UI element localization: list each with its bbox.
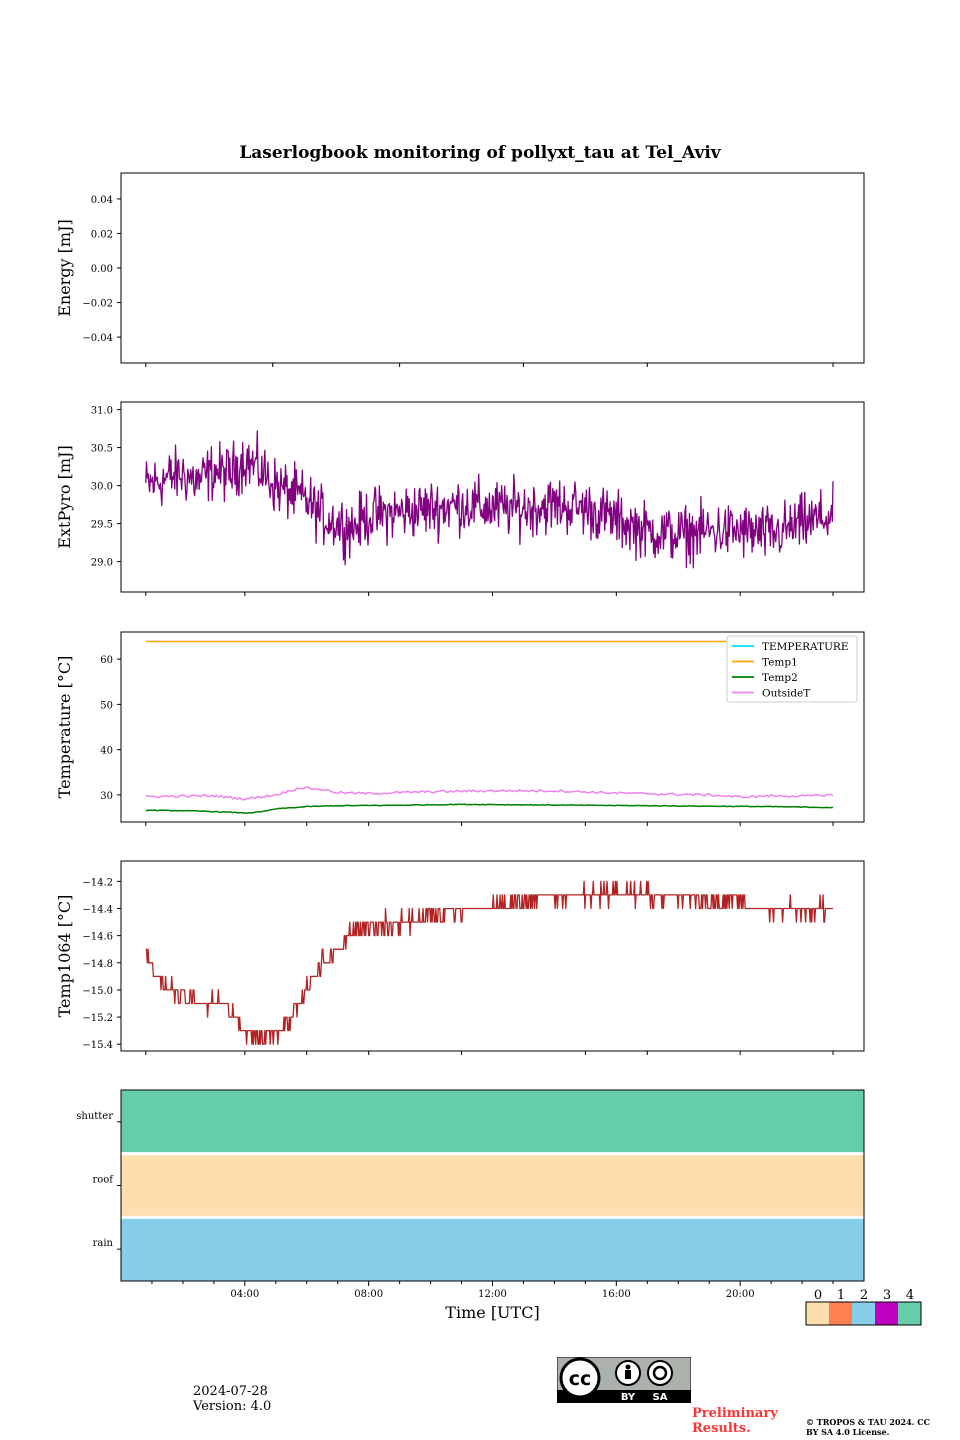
colorbar-cell-0 bbox=[806, 1302, 829, 1325]
ytick-label-rain: rain bbox=[93, 1238, 114, 1249]
ytick-label: 0.02 bbox=[91, 229, 113, 240]
panel-2: 29.0 29.5 30.0 30.5 31.0 ExtPyro [mJ] bbox=[55, 401, 865, 596]
ytick-label: 30.5 bbox=[91, 444, 113, 455]
ytick-label: 29.5 bbox=[91, 520, 113, 531]
ytick-label: 31.0 bbox=[91, 406, 113, 417]
preliminary-results-label: Preliminary Results. bbox=[692, 1406, 778, 1436]
ytick-label: −14.4 bbox=[82, 905, 113, 916]
series-line-Temp2 bbox=[145, 803, 834, 814]
status-band-rain bbox=[121, 1217, 864, 1281]
figure-title: Laserlogbook monitoring of pollyxt_tau a… bbox=[239, 143, 721, 163]
ytick-label: −14.6 bbox=[82, 932, 113, 943]
ytick-label: 0.00 bbox=[91, 264, 113, 275]
colorbar-tick-2: 2 bbox=[860, 1288, 868, 1303]
colorbar-cell-1 bbox=[829, 1302, 852, 1325]
cc-by-sa-license-badge: cc BY SA bbox=[556, 1356, 692, 1404]
ytick-label: −14.8 bbox=[82, 959, 113, 970]
panel-5: shutter roof rain 04:00 08:00 12:00 16:00 20:00… bbox=[76, 1089, 922, 1326]
ytick-label: −15.2 bbox=[82, 1013, 113, 1024]
panel-3: 30 40 50 60 Temperature [°C] TEMPERATURE Temp1… bbox=[55, 631, 865, 826]
xtick-label: 12:00 bbox=[478, 1289, 507, 1300]
colorbar-tick-1: 1 bbox=[837, 1288, 845, 1303]
legend-label-TEMPERATURE: TEMPERATURE bbox=[762, 641, 849, 653]
x-axis-label: Time [UTC] bbox=[445, 1303, 539, 1322]
ytick-label: 50 bbox=[100, 700, 113, 711]
xtick-label: 20:00 bbox=[726, 1289, 755, 1300]
ytick-label: 30 bbox=[100, 791, 113, 802]
ytick-label: 29.0 bbox=[91, 558, 113, 569]
footer-version: Version: 4.0 bbox=[193, 1399, 272, 1414]
legend-label-Temp2: Temp2 bbox=[762, 672, 798, 684]
ytick-label-shutter: shutter bbox=[76, 1111, 113, 1122]
y-axis-label: ExtPyro [mJ] bbox=[55, 445, 74, 548]
ytick-label: 30.0 bbox=[91, 482, 113, 493]
series-line-extpyro bbox=[145, 430, 834, 569]
legend-label-OutsideT: OutsideT bbox=[762, 688, 810, 700]
ytick-label: −0.04 bbox=[82, 333, 113, 344]
status-band-roof bbox=[121, 1153, 864, 1218]
ytick-label: 40 bbox=[100, 746, 113, 757]
colorbar-tick-3: 3 bbox=[883, 1288, 891, 1303]
xtick-label: 04:00 bbox=[230, 1289, 259, 1300]
axes-background bbox=[121, 173, 864, 363]
colorbar-cell-3 bbox=[875, 1302, 898, 1325]
copyright-notice: © TROPOS & TAU 2024. CC BY SA 4.0 Licens… bbox=[806, 1417, 930, 1437]
axes-background bbox=[121, 861, 864, 1051]
y-axis-label: Energy [mJ] bbox=[55, 219, 74, 317]
panel-4: −14.2 −14.4 −14.6 −14.8 −15.0 −15.2 −15.4 Temp1… bbox=[55, 860, 865, 1055]
series-line-OutsideT bbox=[145, 786, 834, 801]
y-axis-label: Temperature [°C] bbox=[55, 656, 74, 799]
colorbar-cell-2 bbox=[852, 1302, 875, 1325]
cc-icon: cc bbox=[569, 1368, 592, 1390]
sa-label: SA bbox=[653, 1392, 668, 1403]
legend-label-Temp1: Temp1 bbox=[762, 657, 798, 669]
xtick-label: 08:00 bbox=[354, 1289, 383, 1300]
sa-icon bbox=[647, 1360, 673, 1386]
colorbar-frame bbox=[805, 1301, 922, 1326]
axes-frame bbox=[120, 860, 865, 1052]
ytick-label: −15.0 bbox=[82, 986, 113, 997]
by-label: BY bbox=[621, 1392, 636, 1403]
y-axis-label: Temp1064 [°C] bbox=[55, 895, 74, 1018]
xtick-label: 16:00 bbox=[602, 1289, 631, 1300]
ytick-label: 0.04 bbox=[91, 195, 113, 206]
ytick-label-roof: roof bbox=[92, 1175, 114, 1186]
ytick-label: −14.2 bbox=[82, 877, 113, 888]
legend-box bbox=[726, 635, 858, 703]
ytick-label: 60 bbox=[100, 655, 113, 666]
ytick-label: −0.02 bbox=[82, 299, 113, 310]
footer-date: 2024-07-28 bbox=[193, 1384, 268, 1399]
status-band-shutter bbox=[121, 1090, 864, 1154]
series-line-temp1064 bbox=[145, 880, 833, 1045]
colorbar-cell-4 bbox=[898, 1302, 921, 1325]
colorbar-tick-0: 0 bbox=[814, 1288, 822, 1303]
panel-1: 0.04 0.02 0.00 −0.02 −0.04 Energy [mJ] bbox=[55, 172, 865, 367]
ytick-label: −15.4 bbox=[82, 1040, 113, 1051]
axes-frame bbox=[120, 631, 865, 823]
colorbar-tick-4: 4 bbox=[906, 1288, 914, 1303]
